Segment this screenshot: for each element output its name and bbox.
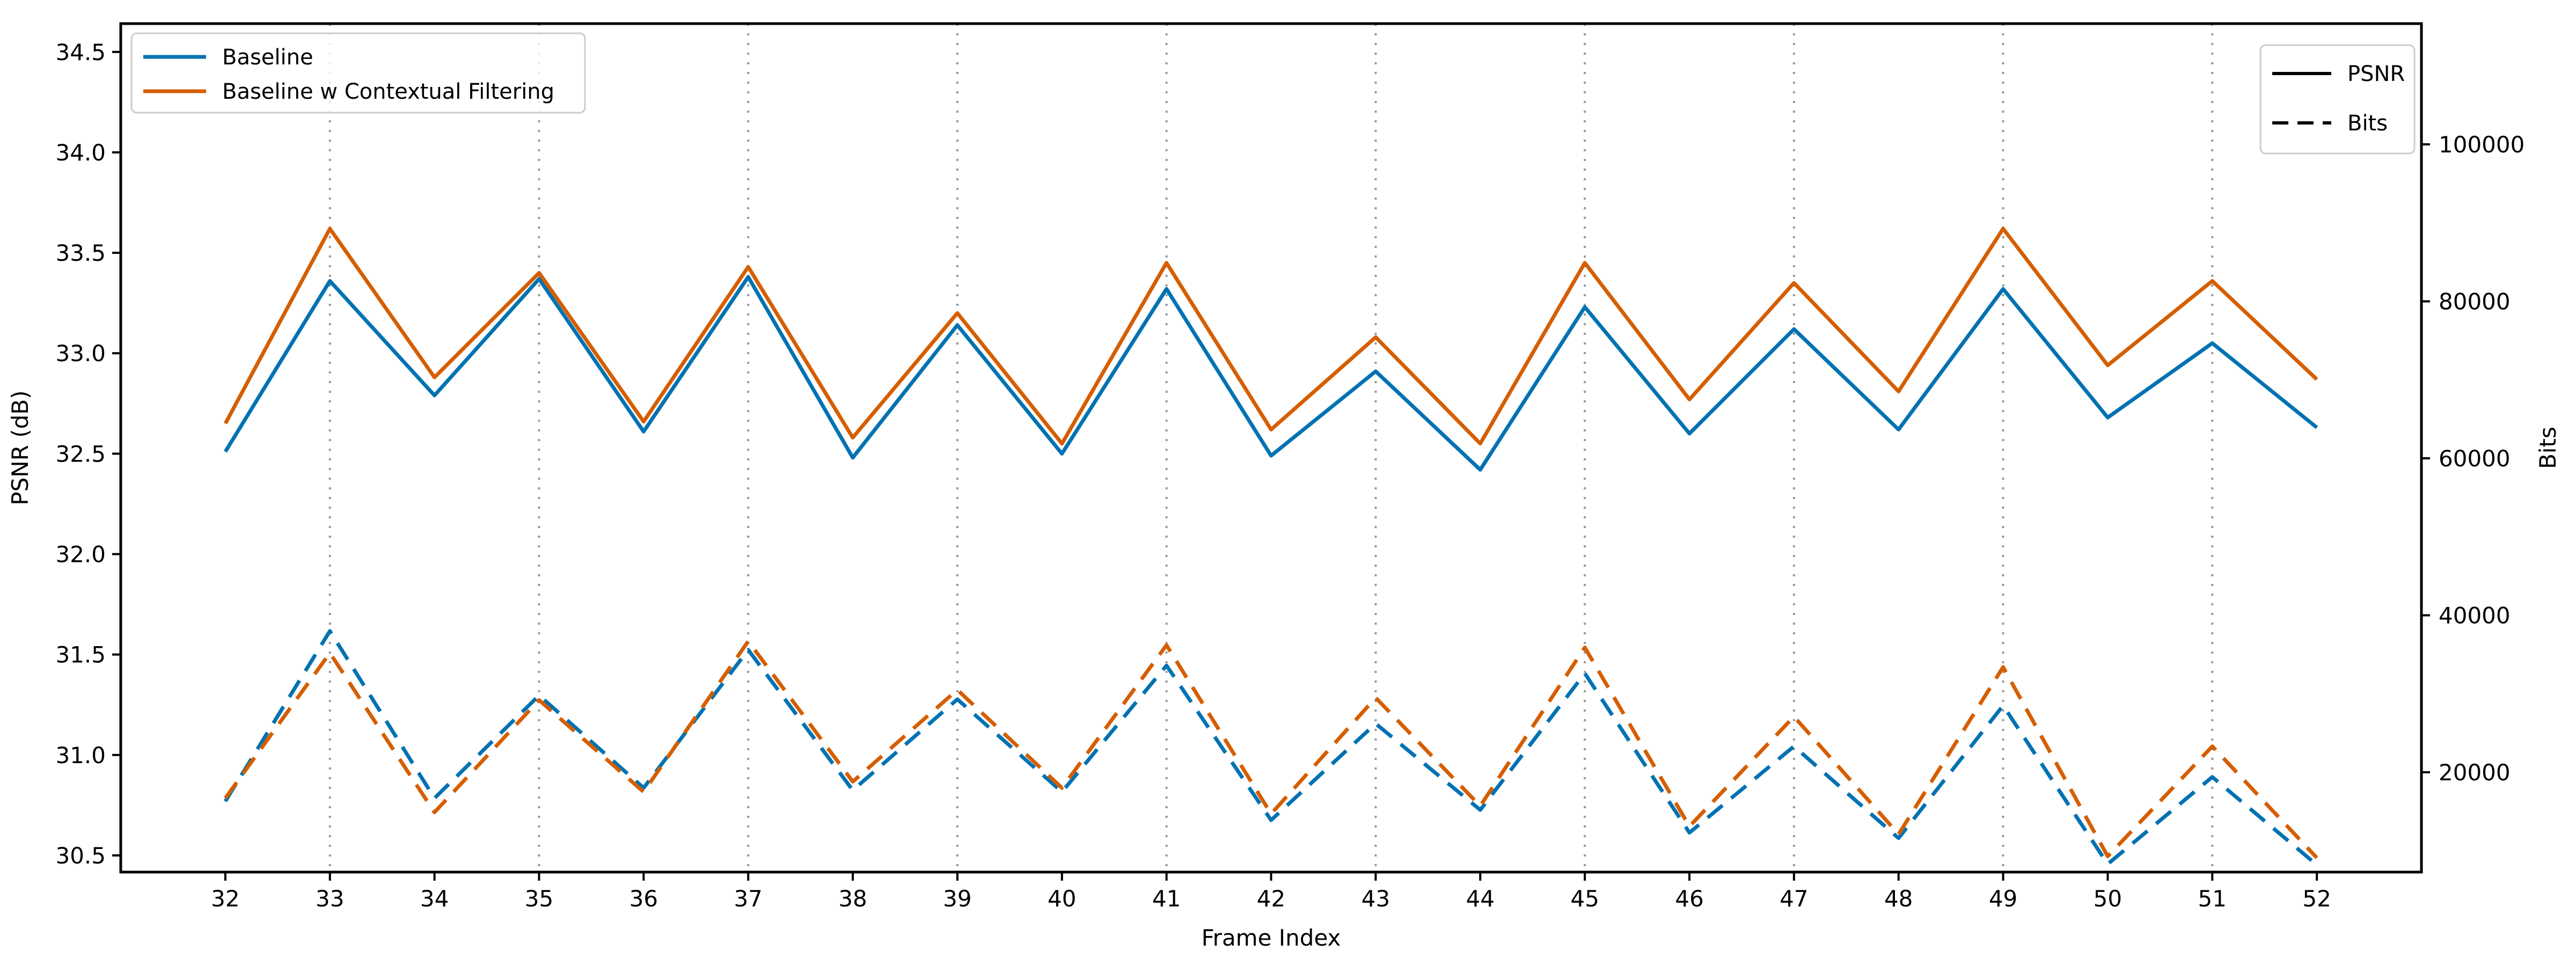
y-left-tick-label-8: 34.5 [55, 39, 106, 65]
x-tick-label-46: 46 [1675, 885, 1703, 912]
y-left-tick-label-3: 32.0 [55, 541, 106, 567]
x-tick-label-44: 44 [1466, 885, 1495, 912]
series-lines [223, 226, 2318, 867]
tick-labels: 32 33 34 35 36 37 38 39 40 41 42 43 44 45 46 47 48 49 50 51… [55, 39, 2524, 912]
legend-style-item-bits: Bits [2272, 111, 2388, 136]
x-tick-label-48: 48 [1884, 885, 1913, 912]
bits-line-contextual-filtering [224, 639, 2318, 859]
psnr-line-baseline [223, 275, 2318, 472]
x-tick-label-42: 42 [1257, 885, 1285, 912]
legend-linestyles: PSNR Bits [2259, 44, 2416, 155]
y-right-tick-label-2: 60000 [2439, 445, 2511, 472]
y-right-tick-label-0: 20000 [2439, 759, 2511, 786]
legend-series: Baseline Baseline w Contextual Filtering [130, 32, 586, 114]
y-axis-title-left: PSNR (dB) [7, 390, 33, 505]
x-tick-label-36: 36 [630, 885, 658, 912]
legend-series-label-1: Baseline w Contextual Filtering [222, 79, 554, 104]
x-tick-label-33: 33 [316, 885, 344, 912]
x-tick-label-38: 38 [838, 885, 867, 912]
y-left-tick-label-5: 33.0 [55, 340, 106, 367]
tick-marks [112, 50, 2430, 881]
x-tick-label-47: 47 [1780, 885, 1808, 912]
legend-style-label-0: PSNR [2347, 62, 2405, 86]
legend-style-item-psnr: PSNR [2272, 62, 2405, 86]
legend-item-baseline: Baseline [143, 45, 313, 70]
x-tick-label-43: 43 [1362, 885, 1390, 912]
y-left-tick-label-2: 31.5 [55, 642, 106, 668]
y-left-tick-label-4: 32.5 [55, 441, 106, 467]
y-left-tick-label-7: 34.0 [55, 140, 106, 166]
x-tick-label-34: 34 [420, 885, 449, 912]
x-tick-label-51: 51 [2198, 885, 2227, 912]
y-left-tick-label-6: 33.5 [55, 240, 106, 266]
y-left-tick-label-0: 30.5 [55, 843, 106, 869]
y-axis-title-right: Bits [2535, 427, 2561, 469]
x-tick-label-49: 49 [1989, 885, 2017, 912]
y-right-tick-label-1: 40000 [2439, 603, 2511, 629]
x-tick-label-45: 45 [1570, 885, 1599, 912]
legend-series-frame [130, 32, 586, 114]
x-tick-label-40: 40 [1048, 885, 1076, 912]
x-tick-label-39: 39 [943, 885, 971, 912]
x-tick-label-32: 32 [211, 885, 239, 912]
x-tick-label-37: 37 [734, 885, 762, 912]
gridlines [328, 24, 2214, 872]
x-axis-title: Frame Index [1202, 925, 1341, 951]
x-tick-label-35: 35 [525, 885, 553, 912]
x-tick-label-52: 52 [2302, 885, 2331, 912]
y-left-tick-label-1: 31.0 [55, 742, 106, 769]
legend-item-contextual-filtering: Baseline w Contextual Filtering [143, 79, 554, 104]
legend-series-label-0: Baseline [222, 45, 313, 70]
psnr-line-contextual-filtering [223, 226, 2318, 446]
y-right-tick-label-3: 80000 [2439, 289, 2511, 315]
y-right-tick-label-4: 100000 [2439, 131, 2524, 158]
legend-style-label-1: Bits [2347, 111, 2388, 136]
x-tick-label-50: 50 [2094, 885, 2122, 912]
x-tick-label-41: 41 [1152, 885, 1181, 912]
bits-line-baseline [223, 629, 2318, 867]
